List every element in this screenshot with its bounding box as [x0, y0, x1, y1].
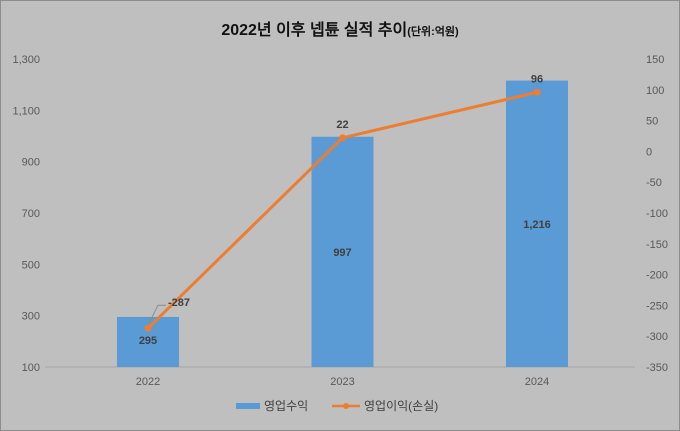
title-unit: (단위:억원) [407, 24, 459, 38]
line-point-2024 [533, 88, 541, 96]
title-main: 2022년 이후 넵튠 실적 추이 [221, 20, 407, 39]
left-axis-tick-label: 500 [22, 259, 40, 271]
left-axis-tick-label: 900 [22, 157, 40, 169]
right-axis-tick-label: 0 [646, 146, 652, 158]
left-axis-tick-label: 1,300 [12, 54, 40, 66]
x-axis-tick-label: 2023 [330, 376, 354, 388]
left-axis-tick-label: 100 [22, 362, 40, 374]
bar-data-label: 295 [139, 335, 157, 347]
right-axis-tick-label: -150 [646, 239, 668, 251]
line-data-label: 22 [336, 119, 348, 131]
data-label-leader [147, 304, 166, 326]
right-axis-tick-label: -300 [646, 331, 668, 343]
left-axis-tick-label: 300 [22, 311, 40, 323]
legend-line-marker [343, 403, 349, 409]
bar-2024 [506, 80, 568, 367]
legend-label-operating-profit: 영업이익(손실) [364, 399, 438, 413]
right-axis-tick-label: 100 [646, 85, 664, 97]
right-axis-tick-label: 150 [646, 54, 664, 66]
legend-label-revenue: 영업수익 [264, 399, 308, 413]
right-axis-tick-label: -250 [646, 300, 668, 312]
right-axis-tick-label: -100 [646, 208, 668, 220]
left-axis-tick-label: 700 [22, 208, 40, 220]
left-axis-tick-label: 1,100 [12, 105, 40, 117]
right-axis-tick-label: 50 [646, 116, 658, 128]
legend-bar-swatch [236, 403, 260, 409]
line-point-2022 [144, 324, 152, 332]
legend: 영업수익 영업이익(손실) [236, 399, 438, 413]
bar-data-label: 997 [333, 247, 351, 259]
x-axis-tick-label: 2024 [525, 376, 549, 388]
bar-data-label: 1,216 [523, 219, 551, 231]
line-data-label: 96 [531, 73, 543, 85]
right-axis-tick-label: -200 [646, 270, 668, 282]
line-data-label: -287 [168, 297, 190, 309]
chart-title: 2022년 이후 넵튠 실적 추이(단위:억원) [221, 20, 459, 39]
right-axis-tick-label: -50 [646, 177, 662, 189]
bar-2023 [311, 136, 374, 367]
line-point-2023 [339, 134, 346, 142]
right-axis-tick-label: -350 [646, 362, 668, 374]
x-axis-tick-label: 2022 [136, 376, 160, 388]
